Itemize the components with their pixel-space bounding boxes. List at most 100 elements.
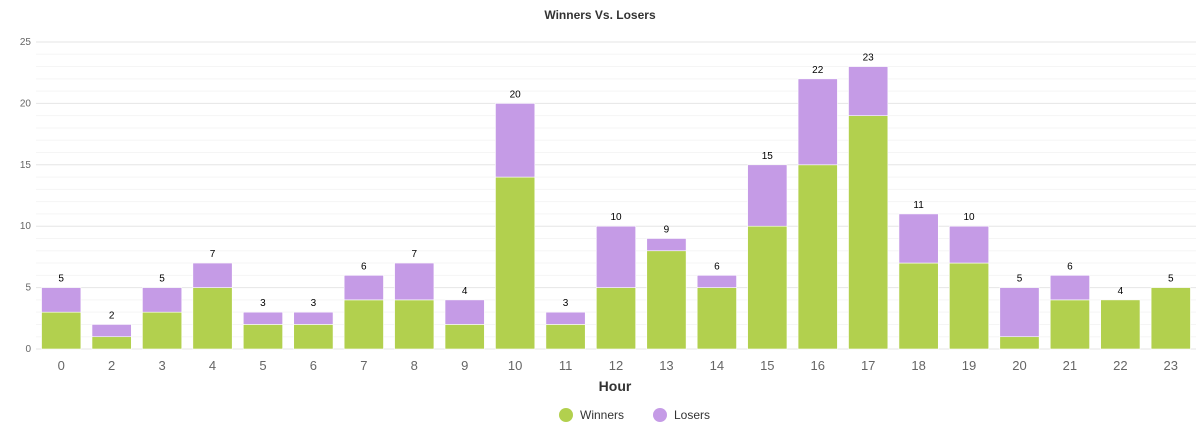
bar-winners-19 xyxy=(949,262,990,350)
bar-winners-10 xyxy=(495,176,536,350)
bar-total-label: 2 xyxy=(109,310,115,321)
bar-winners-16 xyxy=(797,164,838,350)
bar-losers-15 xyxy=(747,164,788,227)
bar-total-label: 9 xyxy=(664,224,670,235)
x-tick-label: 16 xyxy=(811,358,825,373)
x-tick-label: 10 xyxy=(508,358,522,373)
bar-winners-14 xyxy=(696,287,737,350)
bar-losers-8 xyxy=(394,262,435,301)
bar-losers-18 xyxy=(898,213,939,264)
bar-winners-3 xyxy=(142,311,183,350)
bar-losers-19 xyxy=(949,225,990,264)
x-tick-label: 14 xyxy=(710,358,724,373)
bar-losers-11 xyxy=(545,311,586,325)
bar-total-label: 15 xyxy=(762,151,774,162)
bar-winners-6 xyxy=(293,324,334,350)
data-labels: 5 2 5 7 3 3 6 7 4 20 3 10 9 6 15 22 23 11 10 5 6 4 5 xyxy=(58,53,1174,322)
x-tick-label: 12 xyxy=(609,358,623,373)
bar-winners-17 xyxy=(848,115,889,350)
x-tick-label: 22 xyxy=(1113,358,1127,373)
bar-winners-8 xyxy=(394,299,435,350)
bar-losers-2 xyxy=(91,324,132,338)
x-tick-label: 3 xyxy=(158,358,165,373)
bar-winners-7 xyxy=(343,299,384,350)
bar-losers-9 xyxy=(444,299,485,325)
x-tick-label: 23 xyxy=(1164,358,1178,373)
bar-total-label: 6 xyxy=(1067,261,1073,272)
bar-winners-21 xyxy=(1049,299,1090,350)
bar-winners-0 xyxy=(41,311,82,350)
bar-losers-14 xyxy=(696,275,737,288)
bar-winners-13 xyxy=(646,250,687,350)
bar-losers-12 xyxy=(596,225,636,288)
bars xyxy=(41,66,1191,350)
bar-total-label: 3 xyxy=(311,298,317,309)
x-tick-label: 7 xyxy=(360,358,367,373)
bar-winners-22 xyxy=(1100,299,1141,350)
y-tick-label: 10 xyxy=(20,221,32,232)
bar-winners-2 xyxy=(91,336,132,350)
bar-winners-9 xyxy=(444,324,485,350)
bar-total-label: 5 xyxy=(58,274,64,285)
bar-total-label: 20 xyxy=(510,89,522,100)
x-tick-label: 18 xyxy=(911,358,925,373)
y-tick-label: 25 xyxy=(20,37,32,48)
bar-total-label: 10 xyxy=(963,212,975,223)
legend: Winners Losers xyxy=(559,408,710,422)
bar-winners-20 xyxy=(999,336,1040,350)
chart-title: Winners Vs. Losers xyxy=(544,8,656,22)
bar-winners-4 xyxy=(192,287,233,350)
bar-losers-7 xyxy=(343,275,384,301)
bar-losers-16 xyxy=(797,78,838,166)
x-tick-label: 6 xyxy=(310,358,317,373)
bar-total-label: 5 xyxy=(1168,274,1174,285)
legend-item-winners[interactable]: Winners xyxy=(559,408,624,422)
bar-total-label: 6 xyxy=(361,261,367,272)
bar-losers-3 xyxy=(142,287,183,313)
bar-winners-5 xyxy=(242,324,283,350)
legend-label: Winners xyxy=(580,408,624,422)
x-tick-label: 13 xyxy=(659,358,673,373)
bar-losers-4 xyxy=(192,262,233,288)
bar-losers-0 xyxy=(41,287,82,313)
bar-total-label: 11 xyxy=(913,200,924,211)
legend-item-losers[interactable]: Losers xyxy=(653,408,710,422)
x-tick-label: 8 xyxy=(411,358,418,373)
x-tick-label: 4 xyxy=(209,358,216,373)
bar-losers-6 xyxy=(293,311,334,325)
bar-total-label: 22 xyxy=(812,65,824,76)
bar-winners-11 xyxy=(545,324,586,350)
bar-winners-15 xyxy=(747,225,788,350)
x-tick-label: 5 xyxy=(259,358,266,373)
y-tick-label: 15 xyxy=(20,160,32,171)
y-tick-label: 0 xyxy=(25,344,31,355)
bar-total-label: 4 xyxy=(462,286,468,297)
y-tick-label: 20 xyxy=(20,98,32,109)
bar-losers-10 xyxy=(495,103,536,178)
bar-winners-12 xyxy=(596,287,636,350)
x-tick-label: 21 xyxy=(1063,358,1077,373)
x-tick-label: 0 xyxy=(58,358,65,373)
x-tick-label: 17 xyxy=(861,358,875,373)
x-axis-ticks: 0 2 3 4 5 6 7 8 9 10 11 12 13 14 15 16 17 18 19 20 21 22 23 xyxy=(58,358,1178,373)
bar-losers-20 xyxy=(999,287,1040,338)
x-tick-label: 20 xyxy=(1012,358,1026,373)
bar-total-label: 5 xyxy=(159,274,165,285)
bar-total-label: 5 xyxy=(1017,274,1023,285)
bar-total-label: 23 xyxy=(863,53,875,64)
bar-total-label: 3 xyxy=(260,298,266,309)
x-tick-label: 11 xyxy=(559,358,573,373)
bar-total-label: 3 xyxy=(563,298,569,309)
x-tick-label: 19 xyxy=(962,358,976,373)
bar-winners-18 xyxy=(898,262,939,350)
y-axis-ticks: 0 5 10 15 20 25 xyxy=(20,37,32,355)
legend-marker-icon xyxy=(559,408,573,422)
bar-total-label: 10 xyxy=(610,212,622,223)
bar-losers-5 xyxy=(242,311,283,325)
bar-total-label: 6 xyxy=(714,261,720,272)
legend-label: Losers xyxy=(674,408,710,422)
x-tick-label: 2 xyxy=(108,358,115,373)
bar-losers-21 xyxy=(1049,275,1090,301)
